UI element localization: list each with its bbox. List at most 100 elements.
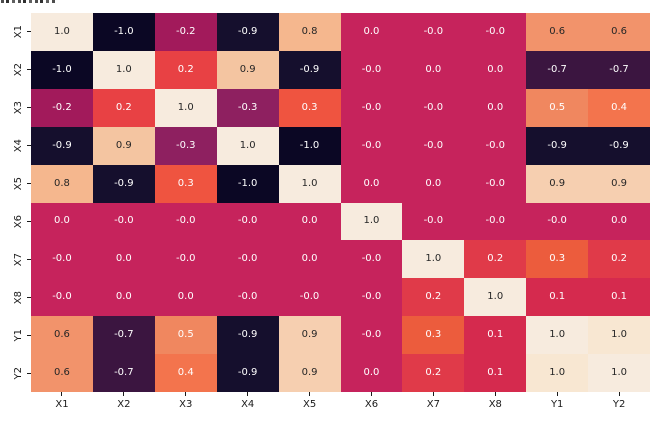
y-axis-label: X3 bbox=[13, 101, 24, 115]
heatmap-cell-X6-Y2: 0.0 bbox=[588, 202, 650, 241]
x-tick-mark bbox=[556, 392, 558, 396]
y-axis-item-X5: X5 bbox=[0, 165, 31, 203]
heatmap-cell-X8-X4: -0.0 bbox=[216, 278, 279, 317]
heatmap-cell-X3-X3: 1.0 bbox=[154, 88, 217, 127]
heatmap-cell-X2-X8: 0.0 bbox=[464, 50, 527, 89]
heatmap-grid: 1.0 -1.0 -0.2 -0.9 0.8 0.0 -0.0 -0.0 0.6 0.6 -1.0 1… bbox=[31, 13, 650, 392]
heatmap-cell-X3-X4: -0.3 bbox=[216, 88, 279, 127]
heatmap-cell-X7-X8: 0.2 bbox=[464, 240, 527, 279]
heatmap-cell-X7-Y2: 0.2 bbox=[588, 240, 650, 279]
x-axis-item-Y2: Y2 bbox=[588, 392, 650, 422]
heatmap-cell-X4-X4: 1.0 bbox=[216, 126, 279, 165]
x-axis-label: Y1 bbox=[550, 399, 564, 410]
x-tick-mark bbox=[309, 392, 311, 396]
y-axis-item-X7: X7 bbox=[0, 240, 31, 278]
heatmap-cell-X4-Y2: -0.9 bbox=[588, 126, 650, 165]
y-tick-mark bbox=[27, 31, 31, 33]
heatmap-cell-X6-X4: -0.0 bbox=[216, 202, 279, 241]
heatmap-cell-Y1-X2: -0.7 bbox=[92, 316, 155, 355]
heatmap-cell-X8-X6: -0.0 bbox=[340, 278, 403, 317]
x-axis-item-X5: X5 bbox=[279, 392, 341, 422]
heatmap-cell-X2-X1: -1.0 bbox=[31, 50, 93, 89]
x-axis-item-X7: X7 bbox=[402, 392, 464, 422]
y-axis-label: Y2 bbox=[13, 366, 24, 380]
heatmap-cell-X2-X4: 0.9 bbox=[216, 50, 279, 89]
heatmap-cell-X1-X6: 0.0 bbox=[340, 13, 403, 51]
heatmap-cell-Y1-X3: 0.5 bbox=[154, 316, 217, 355]
heatmap-cell-X3-Y1: 0.5 bbox=[526, 88, 589, 127]
x-axis-label: X4 bbox=[241, 399, 255, 410]
heatmap-cell-X5-X8: -0.0 bbox=[464, 164, 527, 203]
y-axis-label: X1 bbox=[13, 25, 24, 39]
y-axis-label: X5 bbox=[13, 176, 24, 191]
heatmap-cell-X2-X7: 0.0 bbox=[402, 50, 465, 89]
x-axis-item-X6: X6 bbox=[341, 392, 403, 422]
y-tick-mark bbox=[27, 372, 31, 374]
x-axis-item-X3: X3 bbox=[155, 392, 217, 422]
heatmap-cell-Y2-X4: -0.9 bbox=[216, 354, 279, 392]
y-tick-mark bbox=[27, 145, 31, 147]
heatmap-cell-X5-X4: -1.0 bbox=[216, 164, 279, 203]
heatmap-cell-X8-X7: 0.2 bbox=[402, 278, 465, 317]
heatmap-cell-X8-X8: 1.0 bbox=[464, 278, 527, 317]
y-axis-label: X7 bbox=[13, 252, 24, 266]
heatmap-cell-X3-X1: -0.2 bbox=[31, 88, 93, 127]
heatmap-cell-X5-Y1: 0.9 bbox=[526, 164, 589, 203]
y-tick-mark bbox=[27, 258, 31, 260]
heatmap-cell-X7-X2: 0.0 bbox=[92, 240, 155, 279]
y-axis-item-X3: X3 bbox=[0, 89, 31, 127]
y-axis-item-X4: X4 bbox=[0, 127, 31, 165]
y-axis-item-X6: X6 bbox=[0, 203, 31, 241]
heatmap-cell-X1-Y1: 0.6 bbox=[526, 13, 589, 51]
heatmap-cell-X5-X1: 0.8 bbox=[31, 164, 93, 203]
x-tick-mark bbox=[432, 392, 434, 396]
heatmap-cell-X7-X1: -0.0 bbox=[31, 240, 93, 279]
heatmap-cell-X6-X6: 1.0 bbox=[340, 202, 403, 241]
x-tick-mark bbox=[123, 392, 125, 396]
heatmap-cell-X1-X3: -0.2 bbox=[154, 13, 217, 51]
y-axis-item-X1: X1 bbox=[0, 13, 31, 51]
heatmap-cell-X6-X1: 0.0 bbox=[31, 202, 93, 241]
heatmap-cell-X1-X1: 1.0 bbox=[31, 13, 93, 51]
y-tick-mark bbox=[27, 107, 31, 109]
heatmap-cell-X4-X7: -0.0 bbox=[402, 126, 465, 165]
heatmap-cell-Y2-X1: 0.6 bbox=[31, 354, 93, 392]
heatmap-cell-Y2-X5: 0.9 bbox=[278, 354, 341, 392]
heatmap-cell-X6-X2: -0.0 bbox=[92, 202, 155, 241]
x-tick-mark bbox=[494, 392, 496, 396]
heatmap-cell-X2-Y2: -0.7 bbox=[588, 50, 650, 89]
heatmap-cell-X3-X7: -0.0 bbox=[402, 88, 465, 127]
heatmap-cell-X1-X7: -0.0 bbox=[402, 13, 465, 51]
heatmap-cell-X7-Y1: 0.3 bbox=[526, 240, 589, 279]
x-axis-label: X6 bbox=[364, 399, 379, 410]
heatmap-cell-Y2-X8: 0.1 bbox=[464, 354, 527, 392]
heatmap-cell-X5-X7: 0.0 bbox=[402, 164, 465, 203]
heatmap-cell-Y2-Y1: 1.0 bbox=[526, 354, 589, 392]
heatmap-cell-X4-X3: -0.3 bbox=[154, 126, 217, 165]
heatmap-cell-X6-X3: -0.0 bbox=[154, 202, 217, 241]
heatmap-cell-X8-Y2: 0.1 bbox=[588, 278, 650, 317]
clipped-output-text bbox=[1, 0, 56, 3]
y-axis-label: X6 bbox=[13, 214, 24, 229]
heatmap-cell-X4-X8: -0.0 bbox=[464, 126, 527, 165]
heatmap-cell-Y2-Y2: 1.0 bbox=[588, 354, 650, 392]
heatmap-cell-Y1-X6: -0.0 bbox=[340, 316, 403, 355]
heatmap-cell-X6-X7: -0.0 bbox=[402, 202, 465, 241]
heatmap-cell-Y1-Y1: 1.0 bbox=[526, 316, 589, 355]
x-axis-label: X7 bbox=[426, 399, 440, 410]
heatmap-cell-X5-Y2: 0.9 bbox=[588, 164, 650, 203]
x-tick-mark bbox=[247, 392, 249, 396]
heatmap-cell-X6-Y1: -0.0 bbox=[526, 202, 589, 241]
heatmap-cell-X4-X5: -1.0 bbox=[278, 126, 341, 165]
x-axis-item-X1: X1 bbox=[31, 392, 93, 422]
heatmap-cell-X6-X5: 0.0 bbox=[278, 202, 341, 241]
heatmap-cell-Y1-X8: 0.1 bbox=[464, 316, 527, 355]
heatmap-cell-X1-X2: -1.0 bbox=[92, 13, 155, 51]
x-axis-label: Y2 bbox=[612, 399, 626, 410]
heatmap-cell-X8-Y1: 0.1 bbox=[526, 278, 589, 317]
heatmap-cell-Y2-X3: 0.4 bbox=[154, 354, 217, 392]
x-axis-item-X2: X2 bbox=[93, 392, 155, 422]
heatmap-cell-X7-X7: 1.0 bbox=[402, 240, 465, 279]
heatmap-cell-Y1-X4: -0.9 bbox=[216, 316, 279, 355]
